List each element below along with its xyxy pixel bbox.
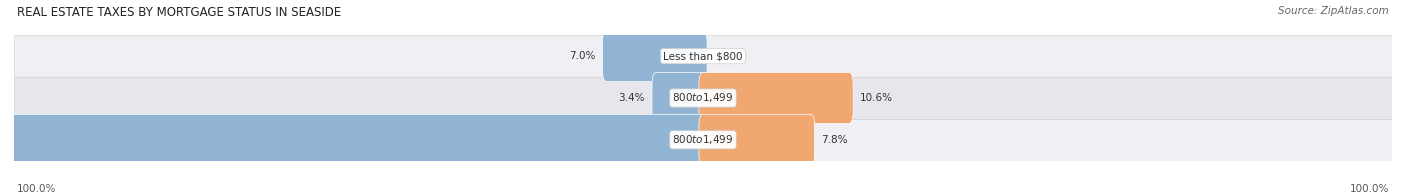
Text: 100.0%: 100.0%	[1350, 184, 1389, 194]
Text: Source: ZipAtlas.com: Source: ZipAtlas.com	[1278, 6, 1389, 16]
Bar	[14, 35, 1392, 77]
FancyBboxPatch shape	[699, 73, 853, 123]
FancyBboxPatch shape	[652, 73, 707, 123]
Text: 100.0%: 100.0%	[17, 184, 56, 194]
Text: Less than $800: Less than $800	[664, 51, 742, 61]
FancyBboxPatch shape	[699, 114, 814, 165]
Text: $800 to $1,499: $800 to $1,499	[672, 133, 734, 146]
Text: 0.0%: 0.0%	[714, 51, 741, 61]
Bar	[14, 119, 1392, 161]
FancyBboxPatch shape	[0, 114, 707, 165]
Text: 7.0%: 7.0%	[569, 51, 596, 61]
FancyBboxPatch shape	[602, 31, 707, 82]
Text: 3.4%: 3.4%	[619, 93, 645, 103]
Text: 7.8%: 7.8%	[821, 135, 848, 145]
Bar	[14, 77, 1392, 119]
Text: $800 to $1,499: $800 to $1,499	[672, 92, 734, 104]
Text: REAL ESTATE TAXES BY MORTGAGE STATUS IN SEASIDE: REAL ESTATE TAXES BY MORTGAGE STATUS IN …	[17, 6, 342, 19]
Text: 10.6%: 10.6%	[860, 93, 893, 103]
